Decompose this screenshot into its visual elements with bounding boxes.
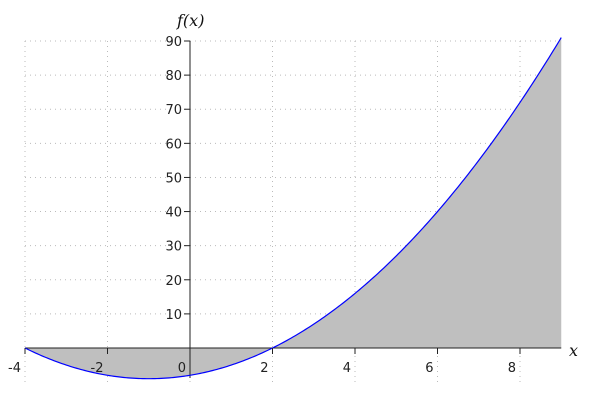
y-tick-label: 50 [165, 171, 182, 186]
y-tick-label: 70 [165, 103, 182, 118]
x-axis-label: x [569, 341, 578, 360]
y-tick-label: 20 [165, 274, 182, 289]
y-axis-label: f(x) [176, 11, 204, 30]
y-tick-label: 60 [165, 137, 182, 152]
axes [25, 41, 562, 378]
area-fill [25, 37, 562, 379]
x-tick-label: -4 [8, 361, 21, 376]
y-tick-label: 90 [165, 35, 182, 50]
y-tick-label: 40 [165, 206, 182, 221]
ticks: 10 20 30 40 50 60 70 80 90 -4 -2 0 2 4 6 8 [8, 35, 521, 376]
y-tick-label: 80 [165, 69, 182, 84]
x-tick-label: 2 [260, 361, 268, 376]
x-tick-label: 4 [343, 361, 351, 376]
y-tick-label: 10 [165, 308, 182, 323]
function-curve [24, 37, 562, 380]
x-tick-label: 0 [178, 361, 186, 376]
x-tick-label: 6 [425, 361, 433, 376]
y-tick-label: 30 [165, 240, 182, 255]
x-tick-label: 8 [508, 361, 516, 376]
x-tick-label: -2 [91, 361, 104, 376]
